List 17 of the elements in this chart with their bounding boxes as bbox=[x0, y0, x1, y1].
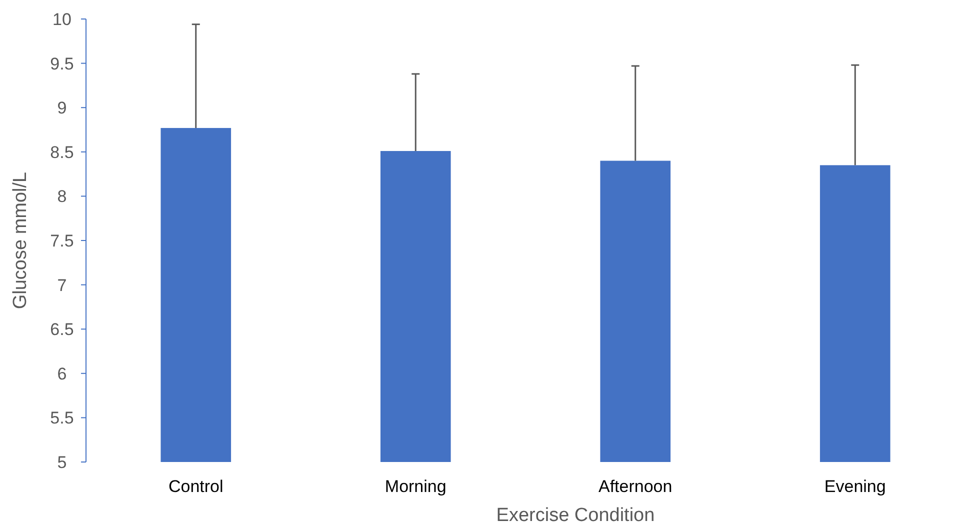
y-tick-label: 8.5 bbox=[50, 142, 74, 162]
y-tick-label: 9.5 bbox=[50, 54, 74, 74]
x-tick-label: Morning bbox=[384, 477, 446, 496]
y-tick-label: 6 bbox=[57, 364, 67, 384]
y-tick-label: 8 bbox=[57, 187, 67, 206]
x-axis-title: Exercise Condition bbox=[496, 505, 655, 526]
y-tick-label: 7 bbox=[57, 276, 67, 295]
y-tick-label: 5.5 bbox=[50, 408, 74, 428]
y-tick-label: 9 bbox=[57, 98, 67, 118]
x-tick-label: Afternoon bbox=[598, 477, 672, 496]
y-tick-label: 6.5 bbox=[50, 320, 74, 340]
x-tick-label: Evening bbox=[824, 477, 886, 496]
y-axis-title: Glucose mmol/L bbox=[10, 172, 31, 310]
y-tick-label: 10 bbox=[52, 10, 72, 29]
y-tick-label: 5 bbox=[57, 452, 67, 472]
y-tick-label: 7.5 bbox=[50, 231, 74, 250]
x-tick-label: Control bbox=[168, 477, 224, 496]
